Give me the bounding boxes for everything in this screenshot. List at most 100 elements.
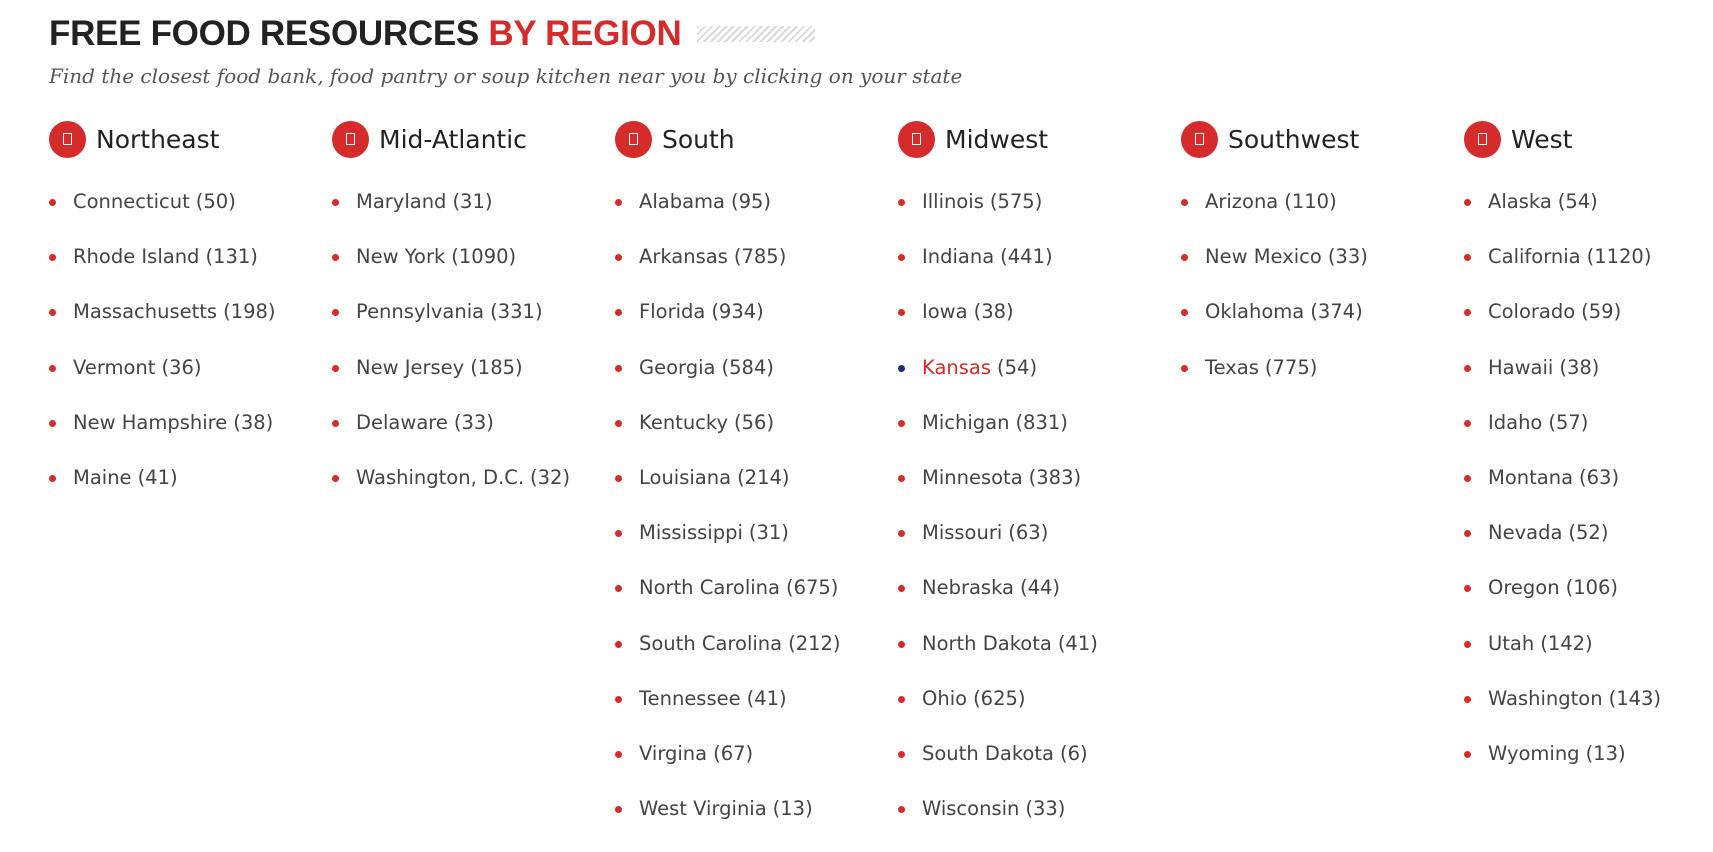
bullet-icon <box>332 254 339 262</box>
bullet-icon <box>898 806 905 814</box>
state-list-item: Massachusetts (198) <box>49 300 332 355</box>
state-list-item: West Virginia (13) <box>615 797 898 852</box>
state-link[interactable]: Tennessee <box>639 686 741 710</box>
state-list-item: Colorado (59) <box>1464 300 1713 355</box>
state-count: (185) <box>470 355 523 379</box>
region-heading[interactable]: Southwest <box>1181 119 1464 159</box>
region-heading[interactable]: South <box>615 119 898 159</box>
region-heading[interactable]: West <box>1464 119 1713 159</box>
state-count: (142) <box>1540 631 1593 655</box>
state-link[interactable]: Delaware <box>356 410 448 434</box>
state-link[interactable]: Wisconsin <box>922 797 1020 821</box>
state-link[interactable]: South Dakota <box>922 741 1054 765</box>
state-link[interactable]: Texas <box>1205 355 1259 379</box>
state-count: (584) <box>721 355 774 379</box>
state-link[interactable]: Georgia <box>639 355 716 379</box>
state-link[interactable]: South Carolina <box>639 631 783 655</box>
state-list-item: Wisconsin (33) <box>898 797 1181 852</box>
state-count: (33) <box>1025 797 1066 821</box>
state-count: (675) <box>785 576 839 600</box>
state-link[interactable]: Nevada <box>1488 521 1563 545</box>
state-link[interactable]: Missouri <box>922 521 1003 545</box>
icon-glyph <box>629 133 638 145</box>
state-link[interactable]: Minnesota <box>922 465 1023 489</box>
state-link[interactable]: Montana <box>1488 465 1574 489</box>
state-link[interactable]: Illinois <box>922 190 984 213</box>
state-count: (33) <box>453 410 494 434</box>
state-list-item: Nebraska (44) <box>898 576 1181 631</box>
state-count: (6) <box>1059 741 1088 765</box>
region-column-south: South Alabama (95) Arkansas (785) Florida (934… <box>615 119 898 852</box>
state-link[interactable]: Colorado <box>1488 300 1576 324</box>
bullet-icon <box>1464 254 1471 262</box>
state-link[interactable]: Virgina <box>639 741 708 765</box>
state-link[interactable]: Alaska <box>1488 190 1552 213</box>
state-link[interactable]: Kansas <box>922 355 992 379</box>
state-list-item: New Jersey (185) <box>332 356 615 411</box>
state-link[interactable]: West Virginia <box>639 797 767 821</box>
state-link[interactable]: Connecticut <box>73 190 190 213</box>
icon-glyph <box>63 133 72 145</box>
bullet-icon <box>1464 364 1471 372</box>
bullet-icon <box>49 364 56 372</box>
state-link[interactable]: Iowa <box>922 300 968 324</box>
state-count: (54) <box>1557 190 1598 213</box>
state-link[interactable]: Alabama <box>639 190 725 213</box>
bullet-icon <box>1181 254 1188 262</box>
state-list: Illinois (575) Indiana (441) Iowa (38) Kansas(… <box>898 190 1181 852</box>
state-link[interactable]: Rhode Island <box>73 245 200 269</box>
state-link[interactable]: Washington, D.C. <box>356 465 525 489</box>
region-heading[interactable]: Midwest <box>898 119 1181 159</box>
state-link[interactable]: Michigan <box>922 410 1010 434</box>
state-link[interactable]: California <box>1488 245 1581 269</box>
state-list-item: Utah (142) <box>1464 632 1713 687</box>
state-link[interactable]: New Hampshire <box>73 410 228 434</box>
state-link[interactable]: North Carolina <box>639 576 780 600</box>
state-link[interactable]: Massachusetts <box>73 300 218 324</box>
map-marker-icon <box>1464 120 1501 158</box>
region-column-southwest: Southwest Arizona (110) New Mexico (33) Oklah… <box>1181 119 1464 852</box>
state-link[interactable]: Arizona <box>1205 190 1279 213</box>
state-list-item: Rhode Island (131) <box>49 245 332 300</box>
state-list-item: North Dakota (41) <box>898 632 1181 687</box>
region-heading[interactable]: Northeast <box>49 119 332 159</box>
bullet-icon <box>1464 640 1471 648</box>
state-link[interactable]: Mississippi <box>639 521 743 545</box>
state-link[interactable]: Washington <box>1488 686 1603 710</box>
state-link[interactable]: Idaho <box>1488 410 1543 434</box>
state-list-item: Tennessee (41) <box>615 687 898 742</box>
state-link[interactable]: Nebraska <box>922 576 1014 600</box>
state-link[interactable]: Vermont <box>73 355 156 379</box>
state-link[interactable]: Wyoming <box>1488 741 1580 765</box>
state-list-item: Indiana (441) <box>898 245 1181 300</box>
state-count: (785) <box>733 245 787 269</box>
bullet-icon <box>1464 530 1471 538</box>
state-link[interactable]: Ohio <box>922 686 968 710</box>
state-link[interactable]: New Jersey <box>356 355 465 379</box>
state-link[interactable]: New Mexico <box>1205 245 1322 269</box>
state-link[interactable]: North Dakota <box>922 631 1052 655</box>
map-marker-icon <box>1181 120 1218 158</box>
state-link[interactable]: Arkansas <box>639 245 728 269</box>
state-link[interactable]: Kentucky <box>639 410 729 434</box>
state-link[interactable]: Oklahoma <box>1205 300 1305 324</box>
state-link[interactable]: New York <box>356 245 446 269</box>
state-link[interactable]: Maine <box>73 465 132 489</box>
map-marker-icon <box>898 120 935 158</box>
state-link[interactable]: Florida <box>639 300 706 324</box>
state-count: (41) <box>746 686 787 710</box>
state-list-item: New York (1090) <box>332 245 615 300</box>
state-link[interactable]: Louisiana <box>639 465 732 489</box>
state-link[interactable]: Utah <box>1488 631 1535 655</box>
region-heading[interactable]: Mid-Atlantic <box>332 119 615 159</box>
state-link[interactable]: Oregon <box>1488 576 1560 600</box>
state-link[interactable]: Maryland <box>356 190 447 213</box>
bullet-icon <box>1181 199 1188 206</box>
state-link[interactable]: Pennsylvania <box>356 300 485 324</box>
title-stripe-decoration <box>697 26 816 42</box>
bullet-icon <box>332 419 339 427</box>
state-link[interactable]: Indiana <box>922 245 995 269</box>
state-link[interactable]: Hawaii <box>1488 355 1554 379</box>
header: FREE FOOD RESOURCES BY REGION <box>49 12 1689 56</box>
bullet-icon <box>898 419 905 427</box>
